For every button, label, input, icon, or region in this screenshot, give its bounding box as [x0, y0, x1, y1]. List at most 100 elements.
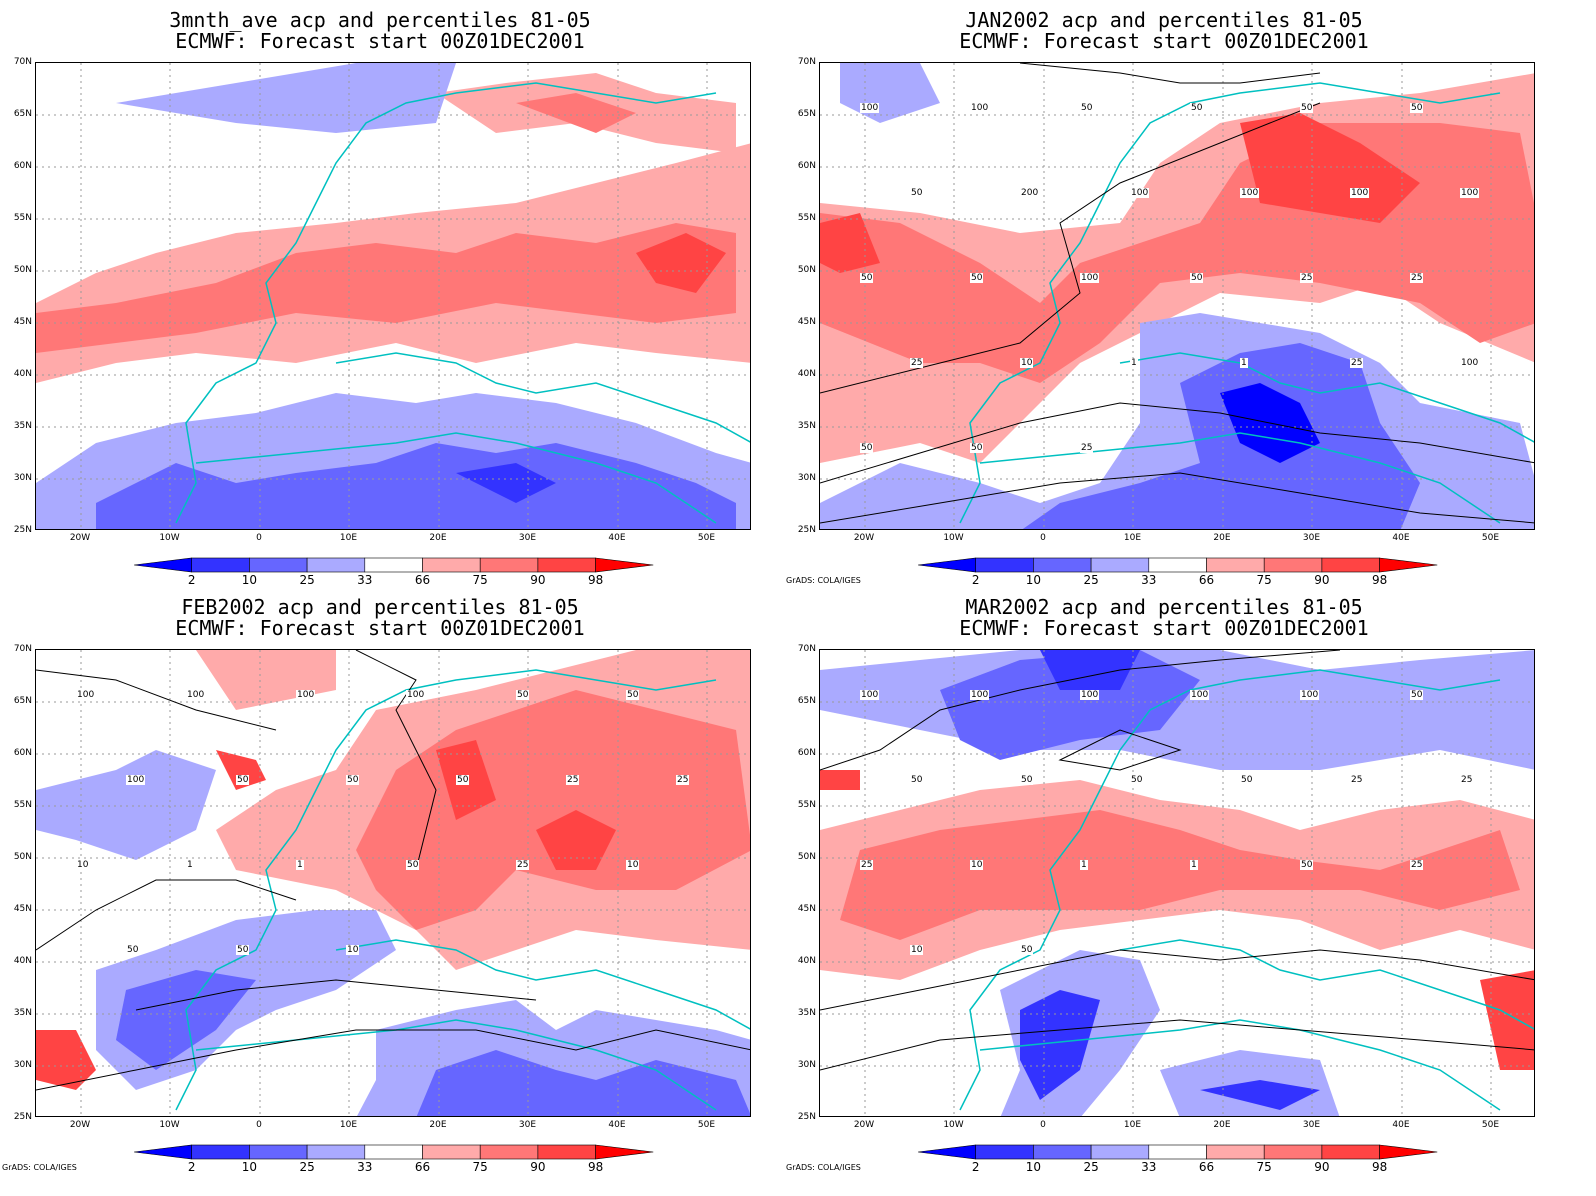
lat-tick-label: 45N: [13, 904, 32, 914]
contour-label: 100: [970, 103, 990, 113]
panel-title-line1: MAR2002 acp and percentiles 81-05: [965, 595, 1363, 619]
lat-tick-label: 45N: [13, 317, 32, 327]
grads-credit: GrADS: COLA/IGES: [786, 1163, 861, 1172]
colorbar-segment: [1148, 1144, 1207, 1160]
colorbar-segment: [1379, 557, 1438, 573]
colorbar-segment: [306, 557, 366, 573]
contour-label: 50: [126, 945, 140, 955]
lat-tick-label: 60N: [797, 748, 816, 758]
colorbar-label: 90: [1314, 573, 1330, 587]
contour-label: 100: [126, 775, 146, 785]
contour-label: 25: [1300, 273, 1314, 283]
contour-label: 50: [626, 690, 640, 700]
contour-label: 100: [1080, 690, 1100, 700]
contour-label: 25: [1350, 358, 1364, 368]
contour-label: 10: [910, 945, 924, 955]
contour-label: 50: [516, 690, 530, 700]
contour-label: 100: [406, 690, 426, 700]
lat-tick-label: 45N: [797, 317, 816, 327]
contour-label: 1: [1240, 358, 1248, 368]
lat-tick-label: 25N: [797, 525, 816, 535]
colorbar-segment: [1090, 1144, 1150, 1160]
contour-label: 50: [860, 443, 874, 453]
contour-label: 50: [1190, 273, 1204, 283]
lon-tick-label: 20W: [69, 533, 91, 543]
contour-label: 100: [1240, 188, 1260, 198]
contour-label: 50: [1300, 103, 1314, 113]
panel-title-line2: ECMWF: Forecast start 00Z01DEC2001: [959, 616, 1369, 640]
lon-tick-label: 20E: [1213, 1120, 1231, 1130]
colorbar-segment: [1321, 1144, 1380, 1160]
lat-tick-label: 25N: [13, 525, 32, 535]
panel-feb2002: FEB2002 acp and percentiles 81-05 ECMWF:…: [0, 587, 760, 1175]
lon-tick-label: 0: [256, 533, 262, 543]
contour-label: 50: [346, 775, 360, 785]
colorbar-label: 75: [472, 573, 488, 587]
colorbar-segment: [134, 1144, 193, 1160]
colorbar-label: 10: [241, 573, 258, 587]
colorbar-segment: [537, 557, 596, 573]
colorbar-label: 33: [1141, 573, 1157, 587]
contour-label: 50: [910, 775, 924, 785]
coastline: [959, 82, 1534, 524]
colorbar-segment: [1263, 557, 1323, 573]
colorbar-label: 25: [299, 1160, 315, 1174]
colorbar-label: 66: [414, 573, 431, 587]
contour-label: 1: [186, 860, 194, 870]
lon-tick-label: 20W: [853, 1120, 875, 1130]
contour-label: 25: [676, 775, 690, 785]
contour-label: 1: [1190, 860, 1198, 870]
colorbar-segment: [249, 557, 308, 573]
contour-label: 50: [1190, 103, 1204, 113]
colorbar-segment: [1263, 1144, 1323, 1160]
contour-label: 25: [1410, 273, 1424, 283]
panel-title-line2: ECMWF: Forecast start 00Z01DEC2001: [175, 29, 585, 53]
colorbar-label: 75: [472, 1160, 488, 1174]
contour-label: 100: [860, 690, 880, 700]
lon-tick-label: 30E: [1302, 1120, 1321, 1130]
colorbar-label: 98: [587, 573, 604, 587]
contour-label: 50: [236, 945, 250, 955]
lon-tick-label: 50E: [697, 1120, 716, 1130]
colorbar: [134, 1144, 654, 1160]
lat-tick-label: 30N: [13, 1060, 32, 1070]
lat-tick-label: 55N: [797, 800, 816, 810]
contour-label: 100: [1460, 188, 1480, 198]
lat-tick-label: 25N: [13, 1112, 32, 1122]
contour-label: 50: [1080, 103, 1094, 113]
lat-tick-label: 35N: [13, 1008, 32, 1018]
panel-title-line2: ECMWF: Forecast start 00Z01DEC2001: [959, 29, 1369, 53]
contour-label: 25: [1460, 775, 1474, 785]
lat-tick-label: 60N: [13, 161, 32, 171]
contour-label: 25: [860, 860, 874, 870]
contour-label: 25: [1080, 443, 1094, 453]
contour-label: 1: [1130, 358, 1138, 368]
lon-tick-label: 0: [1040, 533, 1046, 543]
contour-label: 50: [406, 860, 420, 870]
lat-tick-label: 30N: [13, 473, 32, 483]
colorbar-segment: [479, 1144, 539, 1160]
lat-tick-label: 35N: [797, 421, 816, 431]
lat-tick-label: 40N: [797, 369, 816, 379]
lat-tick-label: 65N: [13, 696, 32, 706]
colorbar-segment: [595, 1144, 654, 1160]
contour-label: 100: [1130, 188, 1150, 198]
map-area: 100 100 100 100 50 50 100 50 50 50 25 25 10 1 1 50 25 10 5…: [35, 649, 751, 1117]
contour-line: [36, 650, 750, 1091]
contour-label: 50: [1300, 860, 1314, 870]
colorbar-label: 10: [1025, 573, 1042, 587]
colorbar-segment: [364, 557, 423, 573]
lon-tick-label: 40E: [608, 1120, 626, 1130]
lat-tick-label: 55N: [797, 213, 816, 223]
lon-tick-label: 40E: [1392, 533, 1410, 543]
lat-tick-label: 55N: [13, 213, 32, 223]
contour-label: 10: [1020, 358, 1034, 368]
panel-title-line2: ECMWF: Forecast start 00Z01DEC2001: [175, 616, 585, 640]
panel-title-line1: 3mnth_ave acp and percentiles 81-05: [169, 8, 591, 32]
panel-title-line1: JAN2002 acp and percentiles 81-05: [965, 8, 1363, 32]
colorbar-label: 2: [971, 573, 980, 587]
colorbar-segment: [364, 1144, 423, 1160]
lat-tick-label: 60N: [13, 748, 32, 758]
contour-label: 50: [1020, 945, 1034, 955]
lat-tick-label: 35N: [13, 421, 32, 431]
